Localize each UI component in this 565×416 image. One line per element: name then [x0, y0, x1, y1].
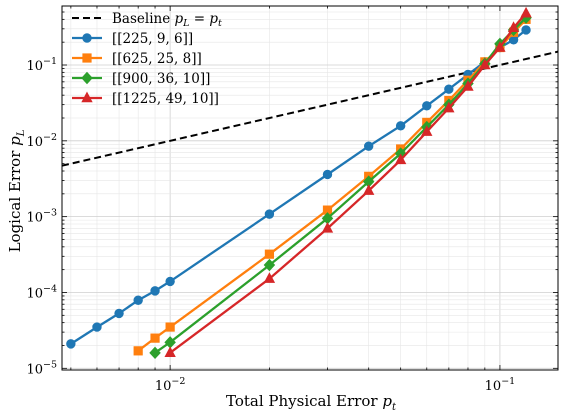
legend-marker	[81, 71, 93, 85]
y-tick-label: 10−2	[26, 132, 57, 150]
legend-label: [[225, 9, 6]]	[112, 31, 193, 47]
data-point	[92, 322, 102, 332]
data-point	[149, 346, 161, 360]
data-point	[150, 333, 160, 343]
data-point	[421, 125, 433, 136]
data-point	[394, 153, 407, 165]
data-point	[263, 272, 276, 283]
data-point	[479, 58, 491, 70]
legend-item-3: [[900, 36, 10]]	[72, 71, 210, 87]
data-point	[443, 101, 455, 113]
y-axis-label: Logical Error pL	[6, 129, 27, 252]
legend-marker	[82, 33, 92, 43]
data-point	[462, 80, 474, 91]
data-point	[322, 169, 333, 180]
data-point	[521, 25, 531, 35]
legend-label: [[1225, 49, 10]]	[112, 91, 219, 107]
y-tick-label: 10−4	[26, 283, 57, 301]
legend-item-4: [[1225, 49, 10]]	[72, 91, 219, 107]
data-point	[520, 6, 532, 18]
series-line	[154, 16, 527, 354]
data-point	[264, 249, 275, 259]
data-point	[133, 346, 143, 356]
series-4	[164, 6, 532, 358]
legend-marker	[81, 91, 93, 103]
x-tick-label: 10−1	[485, 376, 516, 394]
legend-label: [[900, 36, 10]]	[112, 71, 210, 87]
data-point	[114, 308, 124, 319]
data-point	[395, 121, 406, 131]
data-point	[165, 276, 175, 287]
y-tick-label: 10−5	[26, 359, 57, 377]
legend: Baseline pL = pt [[225, 9, 6]] [[625, 25, …	[72, 11, 222, 107]
series-3	[149, 11, 532, 360]
plot-frame	[61, 5, 559, 371]
series-line	[169, 12, 527, 354]
legend-item-baseline: Baseline pL = pt	[72, 11, 222, 29]
legend-label: [[625, 25, 8]]	[112, 51, 202, 67]
legend-label: Baseline pL = pt	[112, 11, 222, 29]
data-point	[263, 258, 276, 272]
data-point	[494, 41, 506, 52]
data-point	[165, 322, 175, 332]
data-point	[507, 21, 520, 32]
y-tick-label: 10−3	[26, 208, 57, 226]
data-point	[150, 286, 160, 296]
grid-lines	[62, 6, 558, 370]
series-group	[66, 6, 532, 360]
legend-item-2: [[625, 25, 8]]	[72, 51, 202, 67]
legend-marker	[82, 53, 92, 63]
data-point	[66, 339, 76, 349]
data-point	[363, 184, 375, 195]
x-tick-label: 10−2	[155, 376, 186, 394]
data-point	[444, 84, 454, 94]
data-point	[264, 209, 275, 219]
axis-ticks: 10−2 10−1 10−5 10−4 10−3 10−2 10−1	[26, 6, 558, 394]
data-point	[133, 295, 143, 305]
data-point	[164, 346, 176, 358]
data-point	[422, 101, 432, 111]
x-axis-label: Total Physical Error pt	[226, 392, 397, 413]
data-point	[321, 221, 334, 233]
legend-item-1: [[225, 9, 6]]	[72, 31, 193, 47]
y-tick-label: 10−1	[26, 56, 57, 74]
data-point	[363, 141, 374, 151]
